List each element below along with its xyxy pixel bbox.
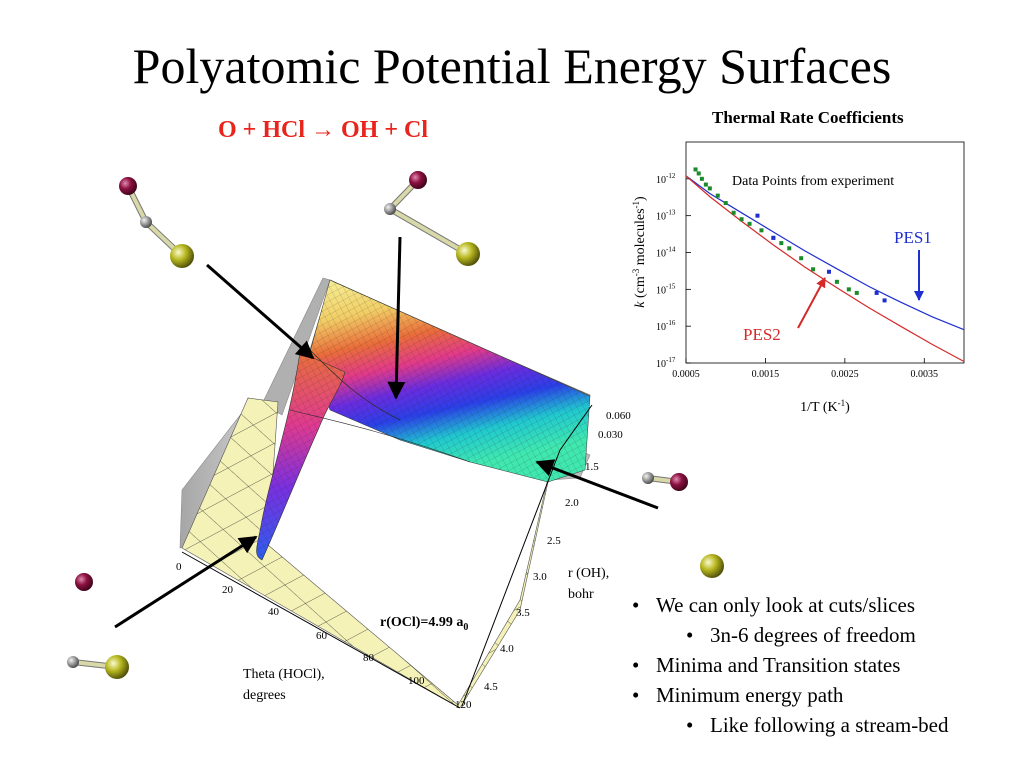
molecule-bent-hocl bbox=[119, 177, 194, 268]
experiment-point bbox=[707, 186, 712, 191]
experiment-point bbox=[771, 235, 776, 240]
x-tick-label: 0.0005 bbox=[672, 369, 700, 380]
theta-tick: 40 bbox=[268, 606, 280, 618]
experiment-point bbox=[696, 171, 701, 176]
experiment-point bbox=[882, 298, 887, 303]
r-tick: 3.0 bbox=[533, 571, 547, 583]
chlorine-atom bbox=[105, 655, 129, 679]
experiment-point bbox=[787, 246, 792, 251]
r-axis-label-line2: bohr bbox=[568, 587, 594, 602]
surface-axes bbox=[181, 404, 593, 709]
r-tick: 3.5 bbox=[516, 607, 530, 619]
x-tick-label: 0.0035 bbox=[911, 369, 939, 380]
arrow-product bbox=[535, 459, 659, 510]
y-tick-label: 10-16 bbox=[656, 319, 676, 333]
experiment-point bbox=[699, 176, 704, 181]
series-label-pes1: PES1 bbox=[894, 228, 932, 247]
experiment-point bbox=[846, 287, 851, 292]
bullet-subitem: 3n-6 degrees of freedom bbox=[632, 620, 1022, 650]
hydrogen-atom bbox=[384, 203, 396, 215]
y-tick-label: 10-15 bbox=[656, 282, 676, 296]
bullet-subitem: Like following a stream-bed bbox=[632, 710, 1022, 740]
surface-entrance-channel bbox=[256, 349, 471, 561]
experiment-point bbox=[779, 241, 784, 246]
molecule-o-hcl-reactant bbox=[67, 573, 129, 679]
molecule-oh-product bbox=[642, 472, 724, 578]
energy-ticks: 0.060 0.030 bbox=[598, 410, 631, 441]
theta-tick: 0 bbox=[176, 561, 182, 573]
rate-coefficient-chart: 10-12 10-13 10-14 10-15 10-16 10-170.0005 0.00… bbox=[631, 141, 965, 415]
experiment-point bbox=[755, 213, 760, 218]
energy-tick: 0.030 bbox=[598, 429, 623, 441]
experiment-point bbox=[715, 193, 720, 198]
r-axis-label-line1: r (OH), bbox=[568, 566, 609, 581]
hydrogen-atom bbox=[140, 216, 152, 228]
chart-title: Thermal Rate Coefficients bbox=[712, 108, 904, 127]
experiment-point bbox=[874, 290, 879, 295]
experiment-point bbox=[703, 182, 708, 187]
theta-tick: 20 bbox=[222, 584, 234, 596]
theta-tick: 120 bbox=[455, 699, 472, 711]
arrow-entrance bbox=[114, 535, 258, 629]
hydrogen-atom bbox=[67, 656, 79, 668]
chlorine-atom bbox=[170, 244, 194, 268]
chlorine-atom bbox=[700, 554, 724, 578]
experiment-point bbox=[723, 201, 728, 206]
y-tick-label: 10-12 bbox=[656, 172, 676, 186]
pointer-pes2 bbox=[797, 277, 826, 329]
x-tick-label: 0.0015 bbox=[752, 369, 780, 380]
fixed-parameter-label: r(OCl)=4.99 a0 bbox=[380, 615, 468, 633]
slide-title: Polyatomic Potential Energy Surfaces bbox=[132, 38, 892, 94]
bullet-list: We can only look at cuts/slices 3n-6 deg… bbox=[632, 590, 1022, 740]
pointer-arrows bbox=[114, 236, 659, 629]
theta-ticks: 0 20 40 60 80 100 120 bbox=[176, 561, 472, 711]
chart-annotation: Data Points from experiment bbox=[732, 174, 894, 189]
experiment-point bbox=[799, 256, 804, 261]
r-tick: 2.5 bbox=[547, 535, 561, 547]
reaction-equation: O + HCl → OH + Cl bbox=[218, 117, 429, 143]
energy-tick: 0.060 bbox=[606, 410, 631, 422]
experiment-point bbox=[811, 267, 816, 272]
experiment-point bbox=[731, 210, 736, 215]
theta-tick: 60 bbox=[316, 630, 328, 642]
bullet-item: Minimum energy path bbox=[632, 680, 1022, 710]
surface-valley-band bbox=[309, 279, 591, 483]
experiment-point bbox=[826, 269, 831, 274]
oxygen-atom bbox=[670, 473, 688, 491]
series-label-pes2: PES2 bbox=[743, 325, 781, 344]
experiment-point bbox=[834, 279, 839, 284]
theta-tick: 80 bbox=[363, 652, 375, 664]
r-tick: 2.0 bbox=[565, 497, 579, 509]
theta-tick: 100 bbox=[408, 675, 425, 687]
oxygen-atom bbox=[75, 573, 93, 591]
r-tick: 4.5 bbox=[484, 681, 498, 693]
arrow-transition bbox=[387, 236, 406, 400]
experiment-point bbox=[854, 290, 859, 295]
y-tick-label: 10-14 bbox=[656, 246, 676, 260]
experiment-point bbox=[747, 221, 752, 226]
chart-xlabel: 1/T (K-1) bbox=[800, 398, 850, 415]
experiment-point bbox=[759, 228, 764, 233]
arrow-reactant bbox=[206, 263, 315, 360]
oxygen-atom bbox=[409, 171, 427, 189]
chart-ylabel: k (cm-3 molecules-1) bbox=[631, 196, 648, 308]
experiment-point bbox=[739, 217, 744, 222]
theta-axis-label-line2: degrees bbox=[243, 688, 286, 703]
r-tick: 4.0 bbox=[500, 643, 514, 655]
plot-frame bbox=[685, 141, 965, 364]
bullet-item: We can only look at cuts/slices bbox=[632, 590, 1022, 620]
experiment-point bbox=[693, 167, 698, 172]
r-ticks: 1.5 2.0 2.5 3.0 3.5 4.0 4.5 bbox=[484, 461, 599, 693]
r-tick: 1.5 bbox=[585, 461, 599, 473]
x-tick-label: 0.0025 bbox=[831, 369, 859, 380]
hydrogen-atom bbox=[642, 472, 654, 484]
molecule-transition-state bbox=[384, 171, 480, 266]
chlorine-atom bbox=[456, 242, 480, 266]
theta-axis-label-line1: Theta (HOCl), bbox=[243, 667, 325, 682]
oxygen-atom bbox=[119, 177, 137, 195]
y-tick-label: 10-17 bbox=[656, 356, 676, 370]
y-tick-label: 10-13 bbox=[656, 209, 676, 223]
bullet-item: Minima and Transition states bbox=[632, 650, 1022, 680]
